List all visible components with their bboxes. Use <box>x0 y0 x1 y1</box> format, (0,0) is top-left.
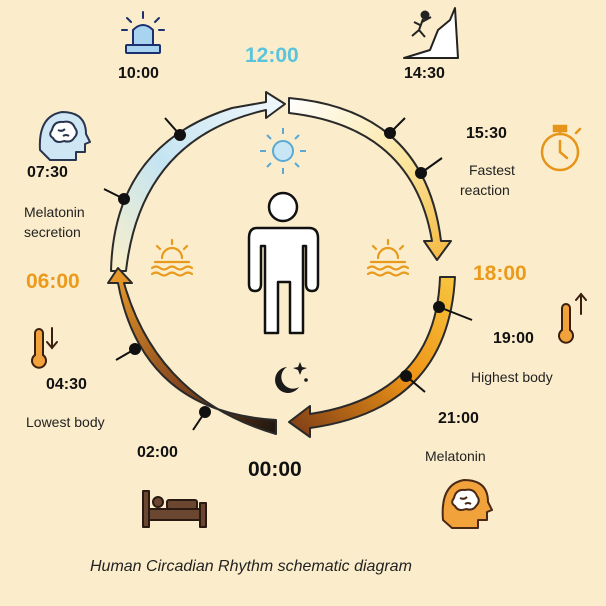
time-label-21-00: 21:00 <box>438 410 479 427</box>
arc-morning <box>110 91 286 272</box>
note-lowest-body: Lowest body <box>26 414 105 430</box>
brain-head-icon-2 <box>441 479 493 529</box>
brain-head-icon <box>38 111 91 161</box>
time-label-06-00: 06:00 <box>26 270 80 293</box>
arc-evening <box>288 276 456 438</box>
time-label-18-00: 18:00 <box>473 262 527 285</box>
thermometer-down-icon <box>31 327 58 369</box>
thermometer-up-icon <box>558 292 587 344</box>
tick-10-00 <box>164 117 186 141</box>
note-fastest-reaction-2: reaction <box>460 182 510 198</box>
moon-stars-icon <box>275 362 308 393</box>
time-label-04-30: 04:30 <box>46 376 87 393</box>
time-label-14-30: 14:30 <box>404 65 445 82</box>
time-label-19-00: 19:00 <box>493 330 534 347</box>
note-melatonin-secretion-1: Melatonin <box>24 204 85 220</box>
arc-night <box>107 267 277 435</box>
tick-07-30 <box>103 188 130 205</box>
note-fastest-reaction-1: Fastest <box>469 162 515 178</box>
stopwatch-icon <box>540 124 582 172</box>
arc-afternoon <box>288 97 452 261</box>
note-highest-body: Highest body <box>471 369 553 385</box>
tick-15-30 <box>415 157 443 179</box>
time-label-10-00: 10:00 <box>118 65 159 82</box>
person-icon <box>247 191 320 335</box>
note-melatonin-secretion-2: secretion <box>24 224 81 240</box>
climber-icon <box>403 7 459 59</box>
time-label-12-00: 12:00 <box>245 44 299 67</box>
alarm-light-icon <box>121 11 165 54</box>
note-melatonin: Melatonin <box>425 448 486 464</box>
tick-21-00 <box>400 370 426 393</box>
bed-icon <box>142 490 207 528</box>
tick-02-00 <box>192 406 211 431</box>
sunrise-icon <box>150 238 194 277</box>
diagram-caption: Human Circadian Rhythm schematic diagram <box>90 558 412 575</box>
time-label-15-30: 15:30 <box>466 125 507 142</box>
time-label-02-00: 02:00 <box>137 444 178 461</box>
tick-19-00 <box>433 301 473 321</box>
tick-04-30 <box>115 343 141 361</box>
time-label-00-00: 00:00 <box>248 458 302 481</box>
tick-14-30 <box>384 117 406 139</box>
time-label-07-30: 07:30 <box>27 164 68 181</box>
sunset-icon <box>366 238 410 277</box>
sun-icon <box>260 128 306 174</box>
